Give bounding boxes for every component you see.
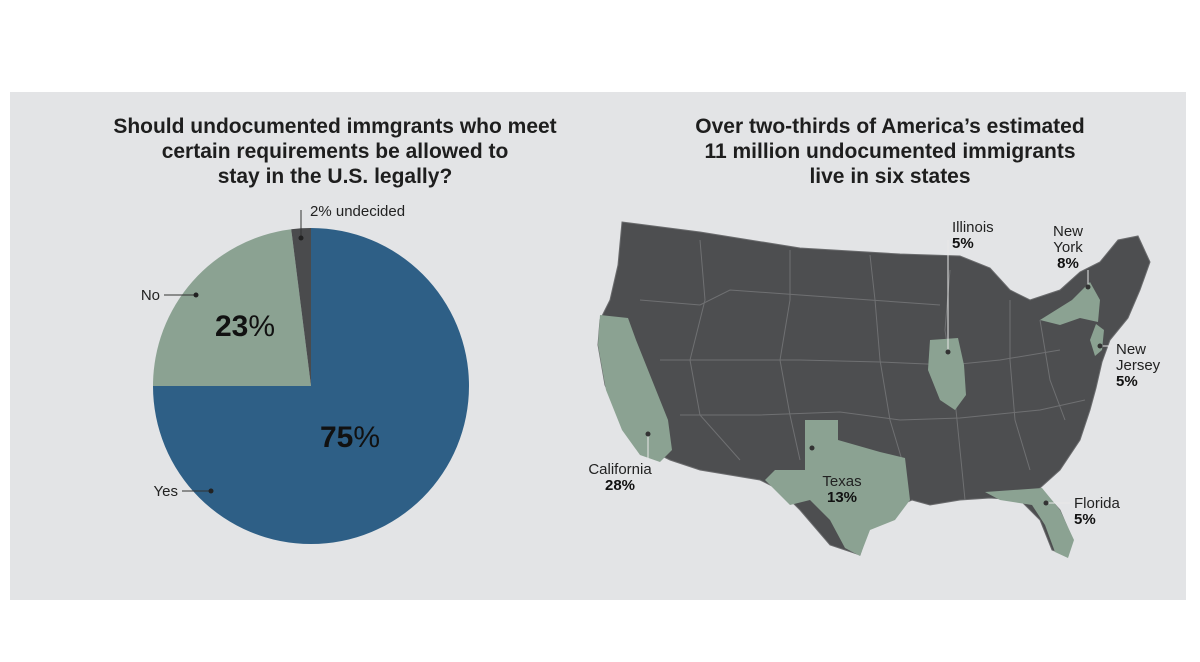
pie-slice-no xyxy=(153,229,311,386)
map-value-california: 28% xyxy=(605,477,635,494)
state-texas xyxy=(765,420,910,556)
leader-dot xyxy=(208,488,214,494)
leader-dot xyxy=(1097,343,1103,349)
pie-label-yes: Yes xyxy=(154,483,178,500)
pie-value-no: 23% xyxy=(215,310,275,343)
map-label-california: California xyxy=(588,461,652,478)
map-label-new-jersey: New xyxy=(1116,341,1146,358)
pie-title-line: certain requirements be allowed to xyxy=(161,140,509,163)
map-label-new-jersey: Jersey xyxy=(1116,357,1161,374)
pie-title-line: stay in the U.S. legally? xyxy=(217,165,453,188)
pie-chart-title: Should undocumented immgrants who meet c… xyxy=(80,114,590,189)
map-label-florida: Florida xyxy=(1074,495,1121,512)
state-illinois xyxy=(928,338,966,410)
map-title-line: 11 million undocumented immigrants xyxy=(704,140,1076,163)
state-florida xyxy=(985,488,1074,558)
pie-slice-2-undecided xyxy=(291,228,311,386)
leader-dot xyxy=(945,349,951,355)
map-value-florida: 5% xyxy=(1074,511,1096,528)
leader-dot xyxy=(809,445,815,451)
pie-title-line: Should undocumented immgrants who meet xyxy=(113,115,557,138)
leader-dot xyxy=(1043,500,1049,506)
leader-dot xyxy=(298,235,304,241)
map-value-new-york: 8% xyxy=(1057,255,1079,272)
leader-dot xyxy=(1085,284,1091,290)
map-label-new-york: New xyxy=(1053,223,1083,240)
map-label-new-york: York xyxy=(1053,239,1083,256)
map-label-illinois: Illinois xyxy=(952,219,994,236)
map-title-line: live in six states xyxy=(809,165,971,188)
pie-label-no: No xyxy=(141,287,160,304)
map-title: Over two-thirds of America’s estimated 1… xyxy=(650,114,1130,189)
map-value-new-jersey: 5% xyxy=(1116,373,1138,390)
state-california xyxy=(598,315,672,462)
map-title-line: Over two-thirds of America’s estimated xyxy=(695,115,1085,138)
leader-dot xyxy=(645,431,651,437)
state-borders xyxy=(639,239,1086,501)
pie-value-yes: 75% xyxy=(320,421,380,454)
map-value-texas: 13% xyxy=(827,489,857,506)
leader-dot xyxy=(193,292,199,298)
map-value-illinois: 5% xyxy=(952,235,974,252)
map-label-texas: Texas xyxy=(822,473,861,490)
pie-label-undecided: 2% undecided xyxy=(310,203,405,220)
state-new-york xyxy=(1040,282,1100,325)
